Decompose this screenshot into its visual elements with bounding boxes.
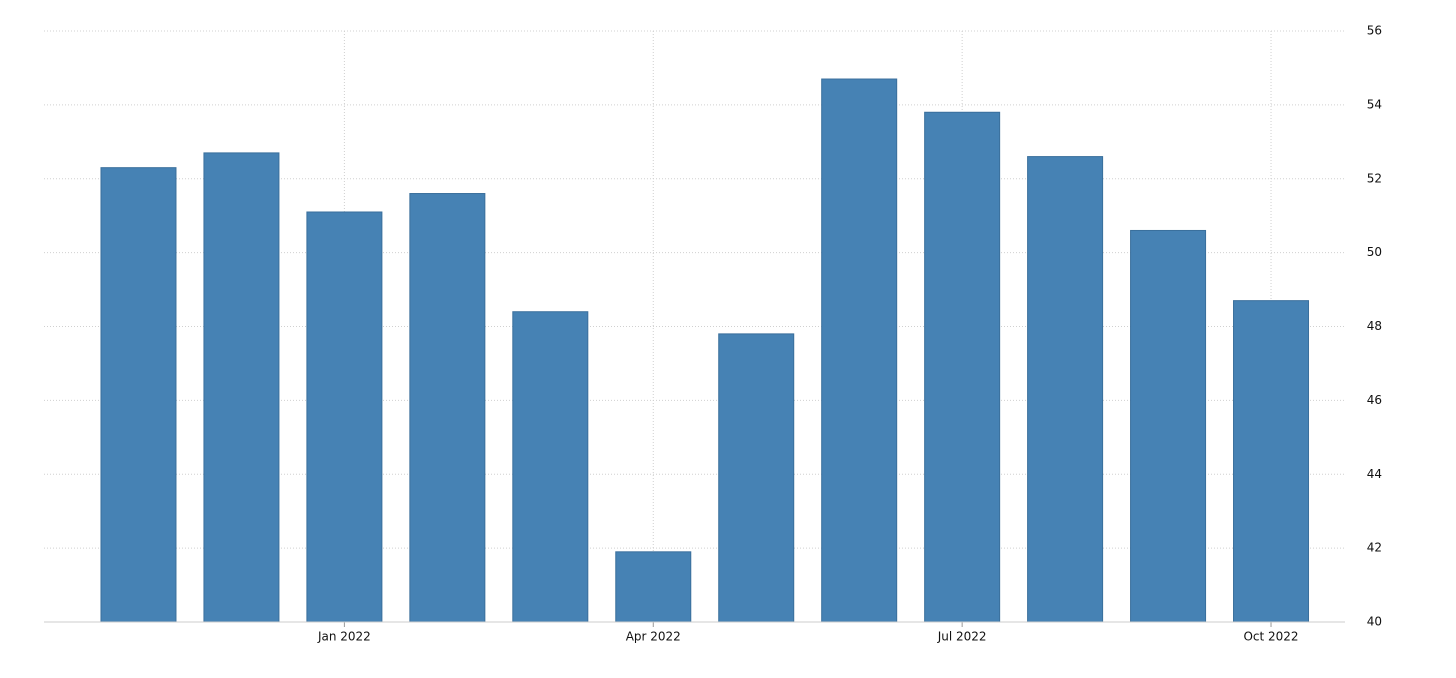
bar <box>718 333 795 623</box>
bar <box>1027 156 1104 623</box>
bar <box>512 311 589 623</box>
x-tick-label: Jul 2022 <box>937 630 987 644</box>
y-tick-label: 46 <box>1367 393 1382 407</box>
bar <box>924 111 1001 623</box>
bar <box>1130 229 1207 623</box>
y-tick-label: 48 <box>1367 319 1382 333</box>
bar <box>409 193 486 623</box>
bar <box>306 211 383 623</box>
bar <box>203 152 280 623</box>
y-tick-label: 56 <box>1367 24 1382 38</box>
bar <box>100 167 177 623</box>
bar <box>821 78 898 623</box>
y-tick-label: 54 <box>1367 97 1382 111</box>
x-tick-label: Oct 2022 <box>1243 630 1298 644</box>
bar <box>615 551 692 623</box>
y-tick-label: 44 <box>1367 467 1382 481</box>
bar <box>1233 300 1310 623</box>
y-tick-label: 40 <box>1367 615 1382 629</box>
x-tick-label: Jan 2022 <box>317 630 371 644</box>
y-tick-label: 52 <box>1367 171 1382 185</box>
x-tick-label: Apr 2022 <box>626 630 681 644</box>
y-tick-label: 42 <box>1367 541 1382 555</box>
y-tick-label: 50 <box>1367 245 1382 259</box>
